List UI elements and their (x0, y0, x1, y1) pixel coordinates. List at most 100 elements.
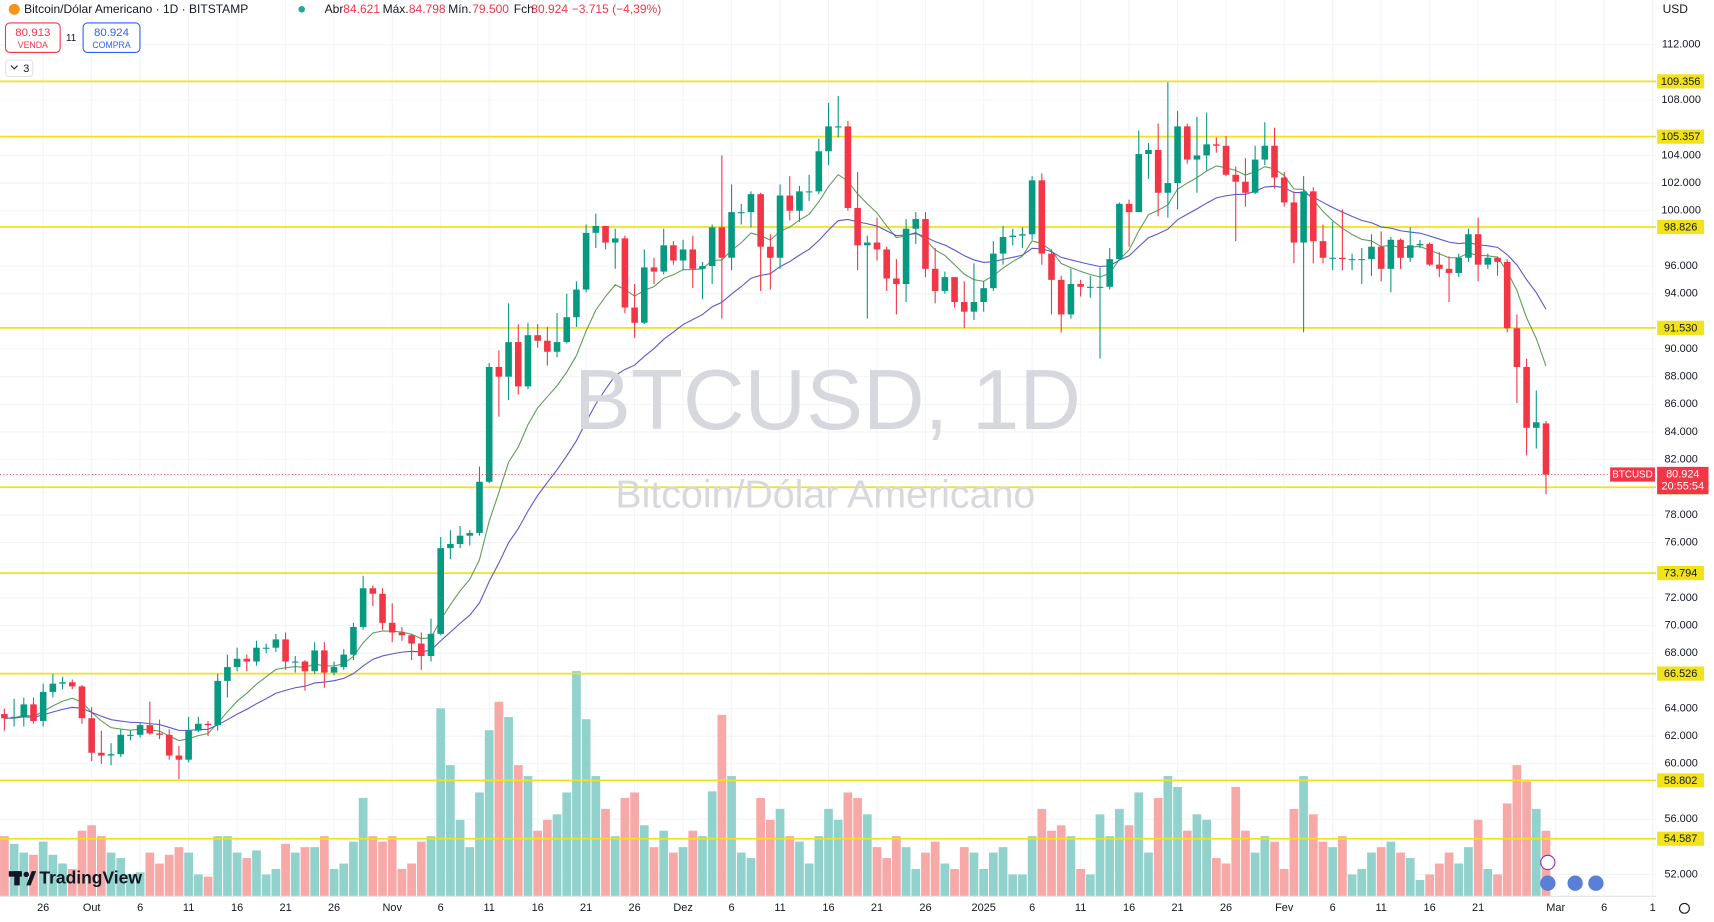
volume-bar (184, 852, 193, 897)
chevron-icon[interactable] (10, 65, 18, 70)
volume-bar (9, 843, 19, 897)
plot-area (0, 0, 1657, 897)
change-value: −3.715 (−4,39%) (572, 2, 662, 16)
volume-bar (1434, 863, 1444, 897)
candle-body (195, 723, 202, 731)
candle-body (505, 342, 512, 377)
volume-bar (1134, 792, 1144, 897)
candle-body (1339, 257, 1346, 260)
candle-body (437, 548, 444, 634)
volume-bar (261, 874, 271, 897)
candle-body (418, 643, 425, 656)
candle-body (718, 227, 726, 258)
candle-body (369, 588, 377, 594)
candle-body (1183, 126, 1191, 160)
x-tick-label: 11 (484, 902, 495, 914)
event-icon[interactable] (1567, 875, 1583, 891)
y-tick-label: 94.000 (1664, 288, 1697, 300)
candle-body (999, 237, 1007, 254)
indicators-toggle[interactable]: 3 (4, 59, 34, 78)
moving-average (4, 185, 1547, 731)
time-axis (0, 896, 1714, 922)
candle-body (747, 194, 755, 213)
volume-bar (465, 847, 475, 897)
price-axis (1656, 0, 1714, 922)
buy-button[interactable]: 80.924 COMPRA (82, 22, 141, 54)
indicators-box[interactable] (4, 59, 34, 78)
volume-bar (77, 830, 87, 897)
settings-icon[interactable] (1678, 902, 1690, 914)
candle-body (1455, 257, 1463, 273)
volume-bar (1221, 863, 1231, 897)
x-tick-label: 16 (231, 902, 243, 914)
volume-bar (1056, 825, 1066, 897)
candle-body (1096, 286, 1104, 288)
volume-bar (1241, 830, 1250, 897)
volume-bar (397, 868, 407, 897)
level-label-box (1657, 129, 1705, 144)
x-tick-label: 21 (279, 902, 291, 914)
sell-box[interactable] (4, 22, 61, 54)
volume-bar (1347, 874, 1357, 897)
watermark-symbol: BTCUSD, 1D (574, 353, 1081, 448)
candle-body (1280, 177, 1288, 203)
candle-body (825, 126, 832, 152)
volume-bar (698, 836, 707, 897)
volume-bar (1066, 836, 1076, 897)
sell-label[interactable]: VENDA (18, 40, 48, 50)
candle-body (1319, 241, 1327, 258)
volume-bar (1085, 874, 1095, 897)
volume-bar (1376, 847, 1386, 897)
candle-body (1242, 181, 1249, 193)
candle-body (1251, 159, 1259, 193)
candle-body (1067, 284, 1075, 315)
candle-body (272, 639, 280, 648)
volume-bar (87, 825, 97, 897)
volume-bar (765, 819, 775, 897)
sell-button[interactable]: 80.913 VENDA (4, 22, 61, 54)
candle-body (708, 227, 716, 267)
candle-body (815, 151, 823, 192)
axes: 112.000 108.000 104.000 102.000 100.000 96.00… (37, 39, 1709, 914)
volume-bar (1367, 852, 1376, 897)
x-tick-label: 21 (580, 902, 592, 914)
x-tick-label: 26 (1220, 902, 1232, 914)
candle-body (165, 734, 173, 756)
candle-body (1116, 203, 1123, 260)
candle-body (631, 307, 638, 323)
logo-mark (14, 871, 20, 886)
candle-body (796, 191, 803, 211)
moving-average (4, 165, 1547, 742)
candle-body (243, 658, 251, 662)
sell-price[interactable]: 80.913 (15, 27, 50, 39)
buy-box[interactable] (82, 22, 141, 54)
event-icon[interactable] (1540, 854, 1556, 871)
volume-bar (1318, 841, 1328, 897)
x-tick-label: Dez (673, 902, 692, 914)
volume-bar (1115, 808, 1124, 897)
y-tick-label: 78.000 (1664, 509, 1697, 521)
volume-bar (513, 765, 523, 897)
candle-body (1, 714, 8, 719)
candle-body (485, 366, 493, 482)
candle-body (776, 195, 784, 258)
symbol-icon (8, 3, 20, 15)
volume-bar (223, 836, 232, 897)
volume-bar (833, 819, 843, 897)
buy-price[interactable]: 80.924 (94, 27, 130, 39)
event-icon[interactable] (1540, 875, 1556, 891)
logo-text: TradingView (39, 867, 142, 887)
volume-bar (455, 819, 465, 897)
volume-bar (1493, 874, 1502, 897)
y-tick-label: 76.000 (1664, 536, 1697, 548)
buy-label[interactable]: COMPRA (92, 40, 131, 50)
volume-bar (1483, 868, 1493, 897)
level-label: 105.357 (1661, 131, 1700, 143)
candle-body (1445, 268, 1453, 273)
event-icon[interactable] (1588, 875, 1604, 891)
candle-body (737, 212, 745, 214)
candle-body (670, 245, 677, 261)
indicators-count[interactable]: 3 (23, 63, 29, 75)
y-tick-label: 72.000 (1664, 592, 1697, 604)
candle-body (1193, 155, 1201, 160)
